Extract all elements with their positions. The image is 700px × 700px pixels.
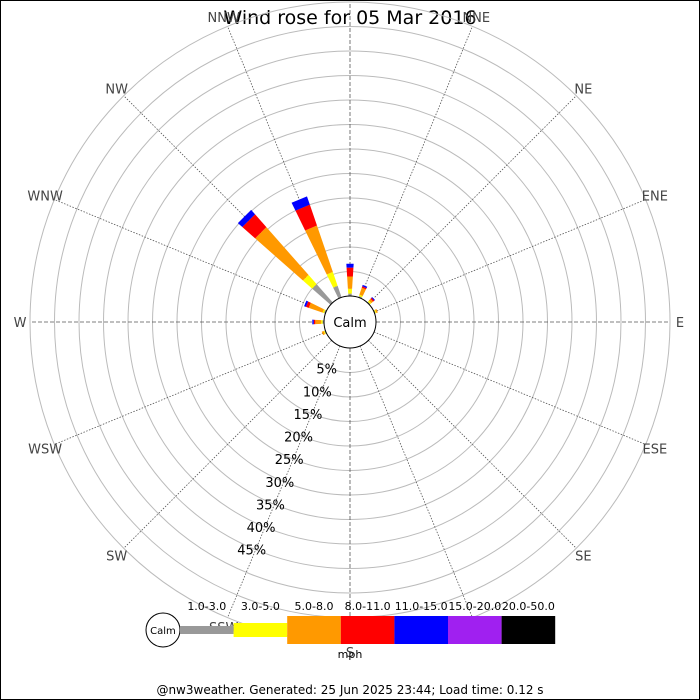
bar-ne-bin2 [368,298,374,304]
grid-ring [78,50,622,594]
radial-tick-label: 40% [247,521,276,536]
spoke-line [359,26,473,299]
legend-swatch-bin4 [394,616,448,644]
direction-label-s: S [346,646,354,661]
bar-n-bin4 [346,263,354,268]
bar-nnw-bin1 [326,271,338,288]
legend-swatch-bin5 [448,616,502,644]
direction-label-ese: ESE [643,442,668,457]
rose-bars [237,196,378,336]
bar-nnw-bin2 [305,225,333,275]
calm-center: Calm [323,295,377,349]
spoke-line [373,331,646,445]
grid-ring [103,75,597,569]
bar-w-bin2 [315,319,322,325]
radial-tick-label: 35% [256,498,285,513]
legend-swatch-bin2 [287,616,341,644]
bar-wsw-bin2 [321,331,325,336]
calm-label: Calm [333,316,366,331]
bar-ene-bin1 [374,309,377,314]
bar-w-bin3 [313,319,316,325]
radial-tick-label: 30% [265,476,294,491]
bar-nw-bin4 [237,209,256,228]
radial-tick-label: 20% [284,431,313,446]
bar-nne-bin2 [359,287,366,297]
spoke-line [373,199,646,313]
legend-swatch-bin6 [501,616,556,644]
direction-label-nnw: NNW [208,11,240,26]
bar-wsw-bin1 [323,330,326,335]
spoke-line [368,95,577,304]
radial-tick-label: 25% [275,453,304,468]
bar-nw-bin2 [255,227,309,281]
legend-unit-label: mph [338,648,363,661]
bar-nne-bin3 [361,286,367,290]
bar-wnw-bin2 [308,302,325,313]
bar-wnw-bin4 [304,300,309,307]
legend-bin-label: 8.0-11.0 [345,600,391,613]
bar-w-bin1 [321,320,323,324]
spoke-line [359,345,473,618]
radial-tick-label: 5% [316,363,337,378]
direction-label-wsw: WSW [28,442,62,457]
bar-wnw-bin3 [305,301,311,308]
legend-swatch-bin3 [340,616,395,644]
bar-n-bin2 [347,276,353,289]
bar-wnw-bin1 [322,309,326,314]
direction-label-wnw: WNW [27,190,63,205]
bar-ene-bin2 [375,309,378,313]
bar-nnw-bin4 [291,196,310,211]
direction-label-nw: NW [105,83,128,98]
bar-nw-bin3 [242,214,267,239]
direction-label-nne: NNE [462,11,490,26]
legend-bin-label: 15.0-20.0 [448,600,501,613]
bar-n-bin3 [346,267,354,277]
direction-label-sw: SW [106,549,127,564]
direction-label-ne: NE [574,83,592,98]
bar-nne-bin1 [358,294,363,298]
direction-label-w: W [14,316,27,331]
bar-ne-bin4 [371,296,376,301]
bar-nnw-bin3 [295,204,317,231]
bar-ne-bin1 [367,300,372,305]
legend-swatch-bin0 [180,626,234,634]
legend-bin-label: 3.0-5.0 [241,600,280,613]
legend-bin-label: 1.0-3.0 [187,600,226,613]
direction-label-n: N [345,0,355,1]
footer-text: @nw3weather. Generated: 25 Jun 2025 23:4… [156,683,543,697]
radial-tick-label: 45% [237,544,266,559]
bar-n-bin1 [347,288,353,294]
legend-bin-label: 20.0-50.0 [502,600,555,613]
radial-tick-labels: 5% 10% 15% 20% 25% 30% 35% 40% 45% [237,363,337,559]
bar-nw-bin0 [312,284,333,305]
direction-label-ene: ENE [642,190,668,205]
bar-nw-bin1 [302,274,317,289]
radial-tick-label: 10% [303,385,332,400]
radial-tick-label: 15% [293,408,322,423]
spoke-line [123,340,332,549]
calm-circle [323,295,377,349]
legend: Calm 1.0-3.0 3.0-5.0 5.0-8.0 8.0-11.0 11.0-15… [145,600,556,661]
spoke-line [54,331,327,445]
legend-calm-label: Calm [150,626,176,637]
bar-nne-bin4 [362,284,368,289]
legend-bin-label: 11.0-15.0 [395,600,448,613]
spoke-line [368,340,577,549]
direction-label-e: E [676,316,684,331]
spoke-line [54,199,327,313]
spoke-line [227,345,341,618]
legend-bin-label: 5.0-8.0 [295,600,334,613]
bar-ne-bin3 [370,297,375,302]
bar-n-bin0 [348,293,352,297]
direction-label-se: SE [575,549,591,564]
legend-swatch-bin1 [233,623,288,637]
bar-w-bin4 [312,319,314,325]
bar-nnw-bin0 [333,285,342,299]
